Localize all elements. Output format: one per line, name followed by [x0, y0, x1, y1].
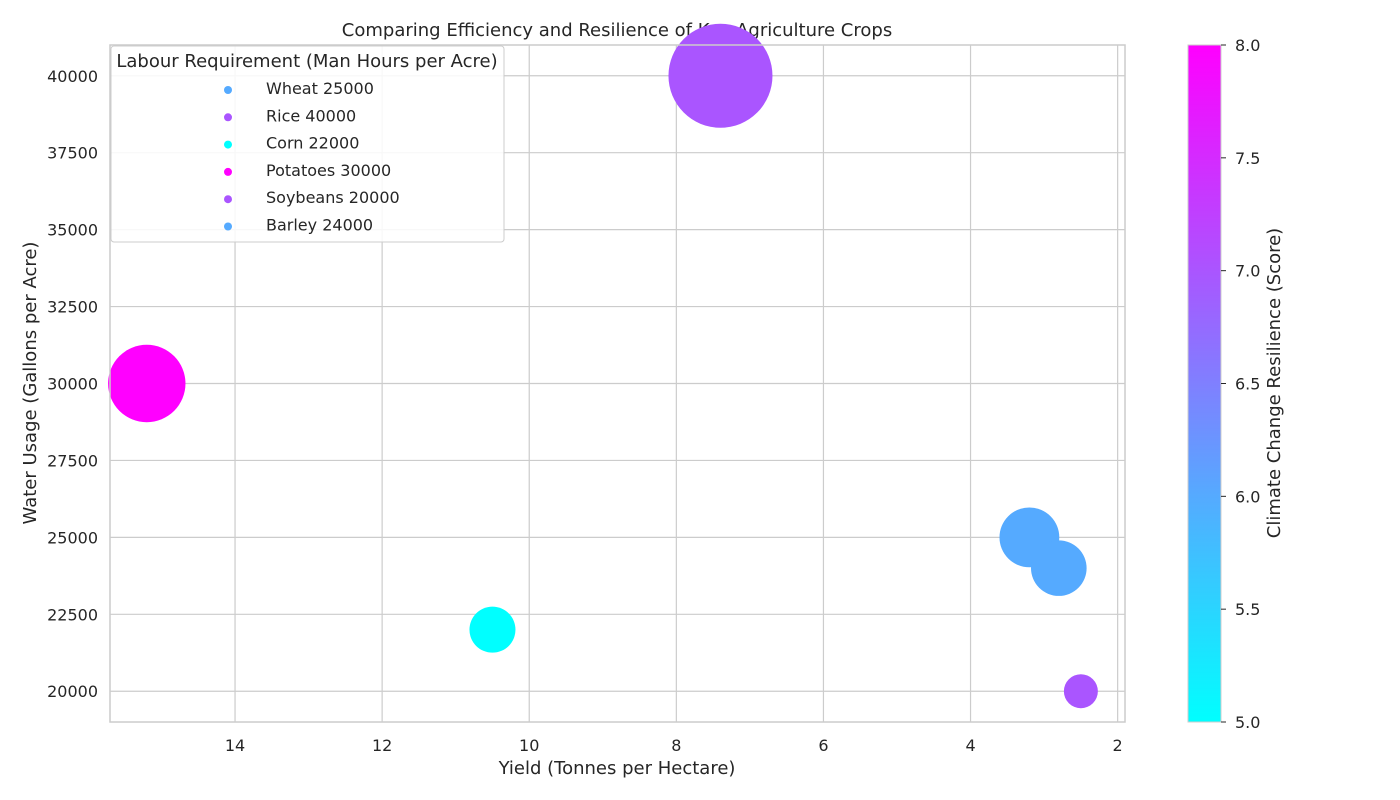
legend-marker [224, 222, 232, 231]
data-point [1063, 674, 1098, 709]
x-tick-label: 6 [818, 736, 828, 755]
x-tick-label: 12 [372, 736, 392, 755]
y-tick-label: 20000 [47, 682, 98, 701]
colorbar-tick-label: 7.0 [1235, 262, 1260, 281]
x-tick-label: 10 [519, 736, 539, 755]
legend-marker [224, 86, 232, 94]
chart-title: Comparing Efficiency and Resilience of K… [342, 20, 892, 41]
y-tick-label: 40000 [47, 67, 98, 86]
legend-marker [224, 113, 232, 122]
y-axis-label: Water Usage (Gallons per Acre) [20, 242, 41, 525]
legend: Labour Requirement (Man Hours per Acre) … [110, 45, 505, 243]
colorbar-tick-label: 7.5 [1235, 149, 1260, 168]
y-tick-label: 27500 [47, 451, 98, 470]
x-tick-label: 4 [965, 736, 975, 755]
x-axis-label: Yield (Tonnes per Hectare) [498, 758, 736, 779]
data-points [108, 23, 1098, 709]
data-point [469, 606, 516, 653]
legend-marker [224, 167, 232, 176]
colorbar: 5.0 5.5 6.0 6.5 7.0 7.5 8.0 Climate Change Res… [1187, 36, 1285, 732]
data-point [668, 23, 773, 128]
x-tick-label: 2 [1113, 736, 1123, 755]
colorbar-tick-label: 8.0 [1235, 36, 1260, 55]
legend-entry: Wheat 25000 [266, 79, 374, 98]
colorbar-tick-label: 6.5 [1235, 375, 1260, 394]
legend-entry: Potatoes 30000 [266, 161, 391, 180]
colorbar-tick-label: 5.5 [1235, 600, 1260, 619]
colorbar-ticks: 5.0 5.5 6.0 6.5 7.0 7.5 8.0 [1221, 36, 1260, 732]
data-point [108, 344, 186, 423]
y-axis-ticks: 20000 22500 25000 27500 30000 32500 35000 37500… [47, 67, 98, 701]
x-tick-label: 8 [671, 736, 681, 755]
colorbar-gradient [1187, 44, 1222, 723]
legend-entry: Corn 22000 [266, 134, 359, 153]
colorbar-label: Climate Change Resilience (Score) [1264, 228, 1285, 538]
y-tick-label: 35000 [47, 221, 98, 240]
y-tick-label: 37500 [47, 144, 98, 163]
legend-title: Labour Requirement (Man Hours per Acre) [116, 51, 497, 72]
legend-entry: Soybeans 20000 [266, 188, 400, 207]
legend-items: Wheat 25000 Rice 40000 Corn 22000 Potatoes … [224, 79, 400, 235]
y-tick-label: 32500 [47, 298, 98, 317]
colorbar-tick-label: 6.0 [1235, 487, 1260, 506]
grid [110, 45, 1125, 722]
plot-frame [109, 44, 1126, 723]
x-tick-label: 14 [225, 736, 245, 755]
x-axis-ticks: 14 12 10 8 6 4 2 [225, 736, 1123, 755]
legend-marker [224, 140, 232, 149]
legend-marker [224, 195, 232, 204]
legend-box [110, 45, 505, 243]
y-tick-label: 22500 [47, 605, 98, 624]
data-point [1031, 540, 1087, 596]
y-tick-label: 25000 [47, 528, 98, 547]
legend-entry: Barley 24000 [266, 216, 373, 235]
y-tick-label: 30000 [47, 375, 98, 394]
legend-entry: Rice 40000 [266, 106, 356, 125]
colorbar-tick-label: 5.0 [1235, 713, 1260, 732]
